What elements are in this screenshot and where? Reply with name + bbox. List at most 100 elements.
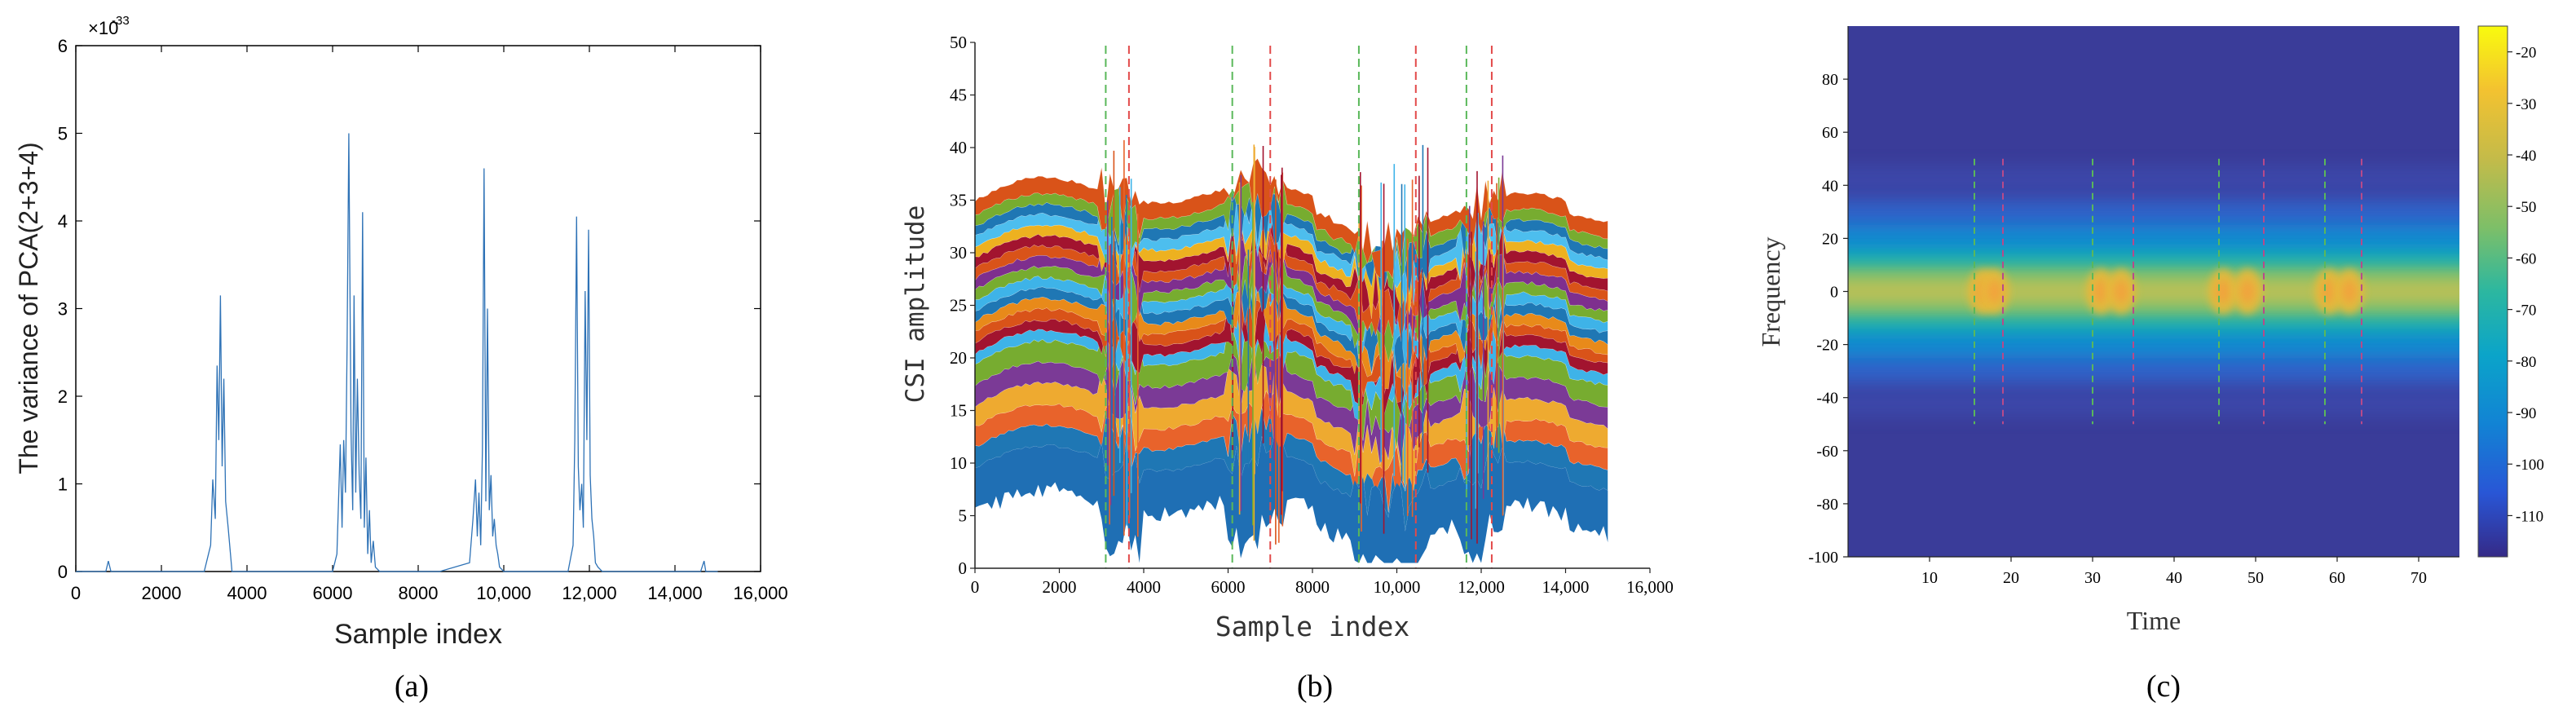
panel-a-x-tick-label: 8000 bbox=[399, 583, 439, 603]
panel-c-y-tick-label: -80 bbox=[1816, 496, 1838, 514]
panel-c-xlabel: Time bbox=[2127, 606, 2181, 635]
panel-c-y-tick-label: 0 bbox=[1830, 284, 1838, 302]
panel-a-xlabel: Sample index bbox=[334, 619, 502, 650]
panel-c-x-tick-label: 30 bbox=[2084, 569, 2101, 587]
panel-c-hotspot-core bbox=[2322, 280, 2336, 303]
panel-a-x-tick-label: 6000 bbox=[313, 583, 353, 603]
panel-c-y-tick-label: -20 bbox=[1816, 337, 1838, 355]
panel-a-y-tick-label: 6 bbox=[58, 36, 68, 56]
panel-b-dash-markers bbox=[1105, 46, 1493, 568]
panel-c-colorbar-tick-label: -60 bbox=[2516, 250, 2536, 267]
panel-c-colorbar-tick-label: -30 bbox=[2516, 96, 2536, 113]
panel-b-x-tick-label: 6000 bbox=[1211, 577, 1246, 597]
panel-b-y-ticks: 0 5 10 15 20 25 30 35 40 45 50 bbox=[950, 33, 975, 578]
panel-a-x-tick-label: 12,000 bbox=[562, 583, 616, 603]
panel-c-colorbar-ticks: -20 -30 -40 -50 -60 -70 -80 -90 -100 -110 bbox=[2508, 45, 2544, 525]
panel-c-colorbar-tick-label: -80 bbox=[2516, 354, 2536, 371]
panel-a-label: (a) bbox=[395, 669, 429, 704]
panel-a-x-tick-label: 14,000 bbox=[647, 583, 702, 603]
panel-c-colorbar-tick-label: -100 bbox=[2516, 457, 2544, 474]
panel-c-ylabel: Frequency bbox=[1756, 236, 1785, 346]
panel-c-y-ticks: -100 -80 -60 -40 -20 0 20 40 60 80 bbox=[1808, 71, 1848, 567]
panel-c-colorbar-tick-label: -40 bbox=[2516, 148, 2536, 165]
panel-b-y-tick-label: 0 bbox=[959, 558, 968, 578]
panel-a-x-tick-label: 16,000 bbox=[733, 583, 787, 603]
panel-a-ylabel: The variance of PCA(2+3+4) bbox=[14, 142, 43, 474]
panel-b-x-tick-label: 14,000 bbox=[1542, 577, 1590, 597]
panel-c-colorbar-tick-label: -90 bbox=[2516, 405, 2536, 422]
panel-b-y-tick-label: 15 bbox=[950, 401, 967, 421]
panel-c-heat-bands bbox=[1848, 165, 2459, 418]
panel-a-x-tick-label: 10,000 bbox=[476, 583, 531, 603]
panel-c-x-tick-label: 70 bbox=[2411, 569, 2427, 587]
panel-c-colorbar-tick-label: -70 bbox=[2516, 302, 2536, 320]
panel-b-csi-band-bottom bbox=[975, 435, 1608, 563]
panel-c-hotspot-core bbox=[2342, 280, 2357, 303]
panel-c-y-tick-label: -40 bbox=[1816, 390, 1838, 408]
panel-b-y-tick-label: 25 bbox=[950, 296, 967, 316]
panel-a-exponent-power: -33 bbox=[112, 14, 130, 28]
panel-b-x-tick-label: 0 bbox=[971, 577, 980, 597]
panel-c-hotspot-core bbox=[2114, 280, 2128, 303]
panel-c-y-tick-label: 40 bbox=[1822, 177, 1838, 195]
panel-c-hotspot-core bbox=[2240, 280, 2255, 303]
panel-c-x-tick-label: 40 bbox=[2166, 569, 2182, 587]
panel-b-x-tick-label: 10,000 bbox=[1374, 577, 1421, 597]
panel-b-y-tick-label: 45 bbox=[950, 86, 967, 105]
panel-b-y-tick-label: 35 bbox=[950, 191, 967, 210]
panel-b-y-tick-label: 40 bbox=[950, 138, 967, 157]
panel-c-x-tick-label: 60 bbox=[2329, 569, 2345, 587]
panel-c-x-tick-label: 50 bbox=[2247, 569, 2264, 587]
panel-a-y-ticks: 0 1 2 3 4 5 6 bbox=[58, 36, 761, 582]
panel-a-axes-box bbox=[75, 45, 761, 572]
panel-c-y-tick-label: 60 bbox=[1822, 124, 1838, 142]
panel-c-y-tick-label: 80 bbox=[1822, 71, 1838, 89]
panel-a-y-tick-label: 4 bbox=[58, 211, 68, 232]
panel-a-y-tick-label: 0 bbox=[58, 562, 68, 582]
panel-a-exponent-base: ×10 bbox=[88, 18, 118, 38]
panel-a-y-tick-label: 3 bbox=[58, 299, 68, 320]
panel-a-x-tick-label: 2000 bbox=[142, 583, 182, 603]
panel-b-x-tick-label: 16,000 bbox=[1626, 577, 1674, 597]
panel-c-y-tick-label: -100 bbox=[1808, 549, 1838, 567]
panel-c-x-tick-label: 20 bbox=[2003, 569, 2019, 587]
panel-c-y-tick-label: -60 bbox=[1816, 443, 1838, 461]
panel-c-colorbar-tick-label: -50 bbox=[2516, 199, 2536, 216]
panel-b-y-tick-label: 20 bbox=[950, 348, 967, 368]
panel-a-x-ticks: 0 2000 4000 6000 8000 10,000 12,000 14,000 16,00… bbox=[71, 46, 788, 603]
panel-b-csi-band bbox=[975, 158, 1608, 280]
panel-a-variance-plot: 0 1 2 3 4 5 6 0 2000 4000 6000 8000 10,000 12,000 14,… bbox=[14, 14, 788, 704]
panel-b-x-tick-label: 2000 bbox=[1043, 577, 1077, 597]
panel-c-y-tick-label: 20 bbox=[1822, 230, 1838, 248]
panel-c-heat-band bbox=[1848, 278, 2459, 305]
panel-c-colorbar-tick-label: -20 bbox=[2516, 45, 2536, 62]
panel-a-y-tick-label: 1 bbox=[58, 474, 68, 495]
panel-a-x-tick-label: 0 bbox=[71, 583, 81, 603]
panel-b-csi-bands bbox=[975, 139, 1608, 563]
panel-c-spectrogram: -100 -80 -60 -40 -20 0 20 40 60 80 10 20 30 40 50 60 70… bbox=[1756, 25, 2544, 704]
panel-c-label: (c) bbox=[2146, 669, 2181, 704]
panel-c-hotspot-core bbox=[2093, 280, 2108, 303]
panel-b-y-tick-label: 50 bbox=[950, 33, 967, 52]
panel-a-y-tick-label: 5 bbox=[58, 124, 68, 144]
panel-b-csi-plot: 0 5 10 15 20 25 30 35 40 45 50 0 2000 4000 6000 8000 10… bbox=[901, 33, 1674, 704]
panel-c-x-tick-label: 10 bbox=[1921, 569, 1938, 587]
panel-c-heatmap bbox=[1848, 26, 2459, 557]
panel-b-label: (b) bbox=[1297, 669, 1333, 704]
panel-a-variance-line bbox=[76, 133, 718, 572]
panel-c-colorbar-tick-label: -110 bbox=[2516, 508, 2543, 525]
panel-c-hotspot-core bbox=[2216, 280, 2230, 303]
panel-a-y-tick-label: 2 bbox=[58, 386, 68, 407]
panel-c-dash-markers bbox=[1974, 158, 2362, 425]
panel-b-x-tick-label: 4000 bbox=[1127, 577, 1161, 597]
panel-b-ylabel: CSI amplitude bbox=[901, 205, 930, 404]
panel-b-y-tick-label: 10 bbox=[950, 453, 967, 473]
panel-b-y-tick-label: 5 bbox=[959, 506, 968, 526]
panel-c-colorbar bbox=[2477, 25, 2508, 558]
panel-a-x-tick-label: 4000 bbox=[227, 583, 267, 603]
panel-b-x-tick-label: 12,000 bbox=[1458, 577, 1505, 597]
panel-c-x-ticks: 10 20 30 40 50 60 70 bbox=[1921, 557, 2427, 587]
panel-b-y-tick-label: 30 bbox=[950, 243, 967, 263]
panel-b-x-ticks: 0 2000 4000 6000 8000 10,000 12,000 14,000 16,00… bbox=[971, 568, 1674, 597]
